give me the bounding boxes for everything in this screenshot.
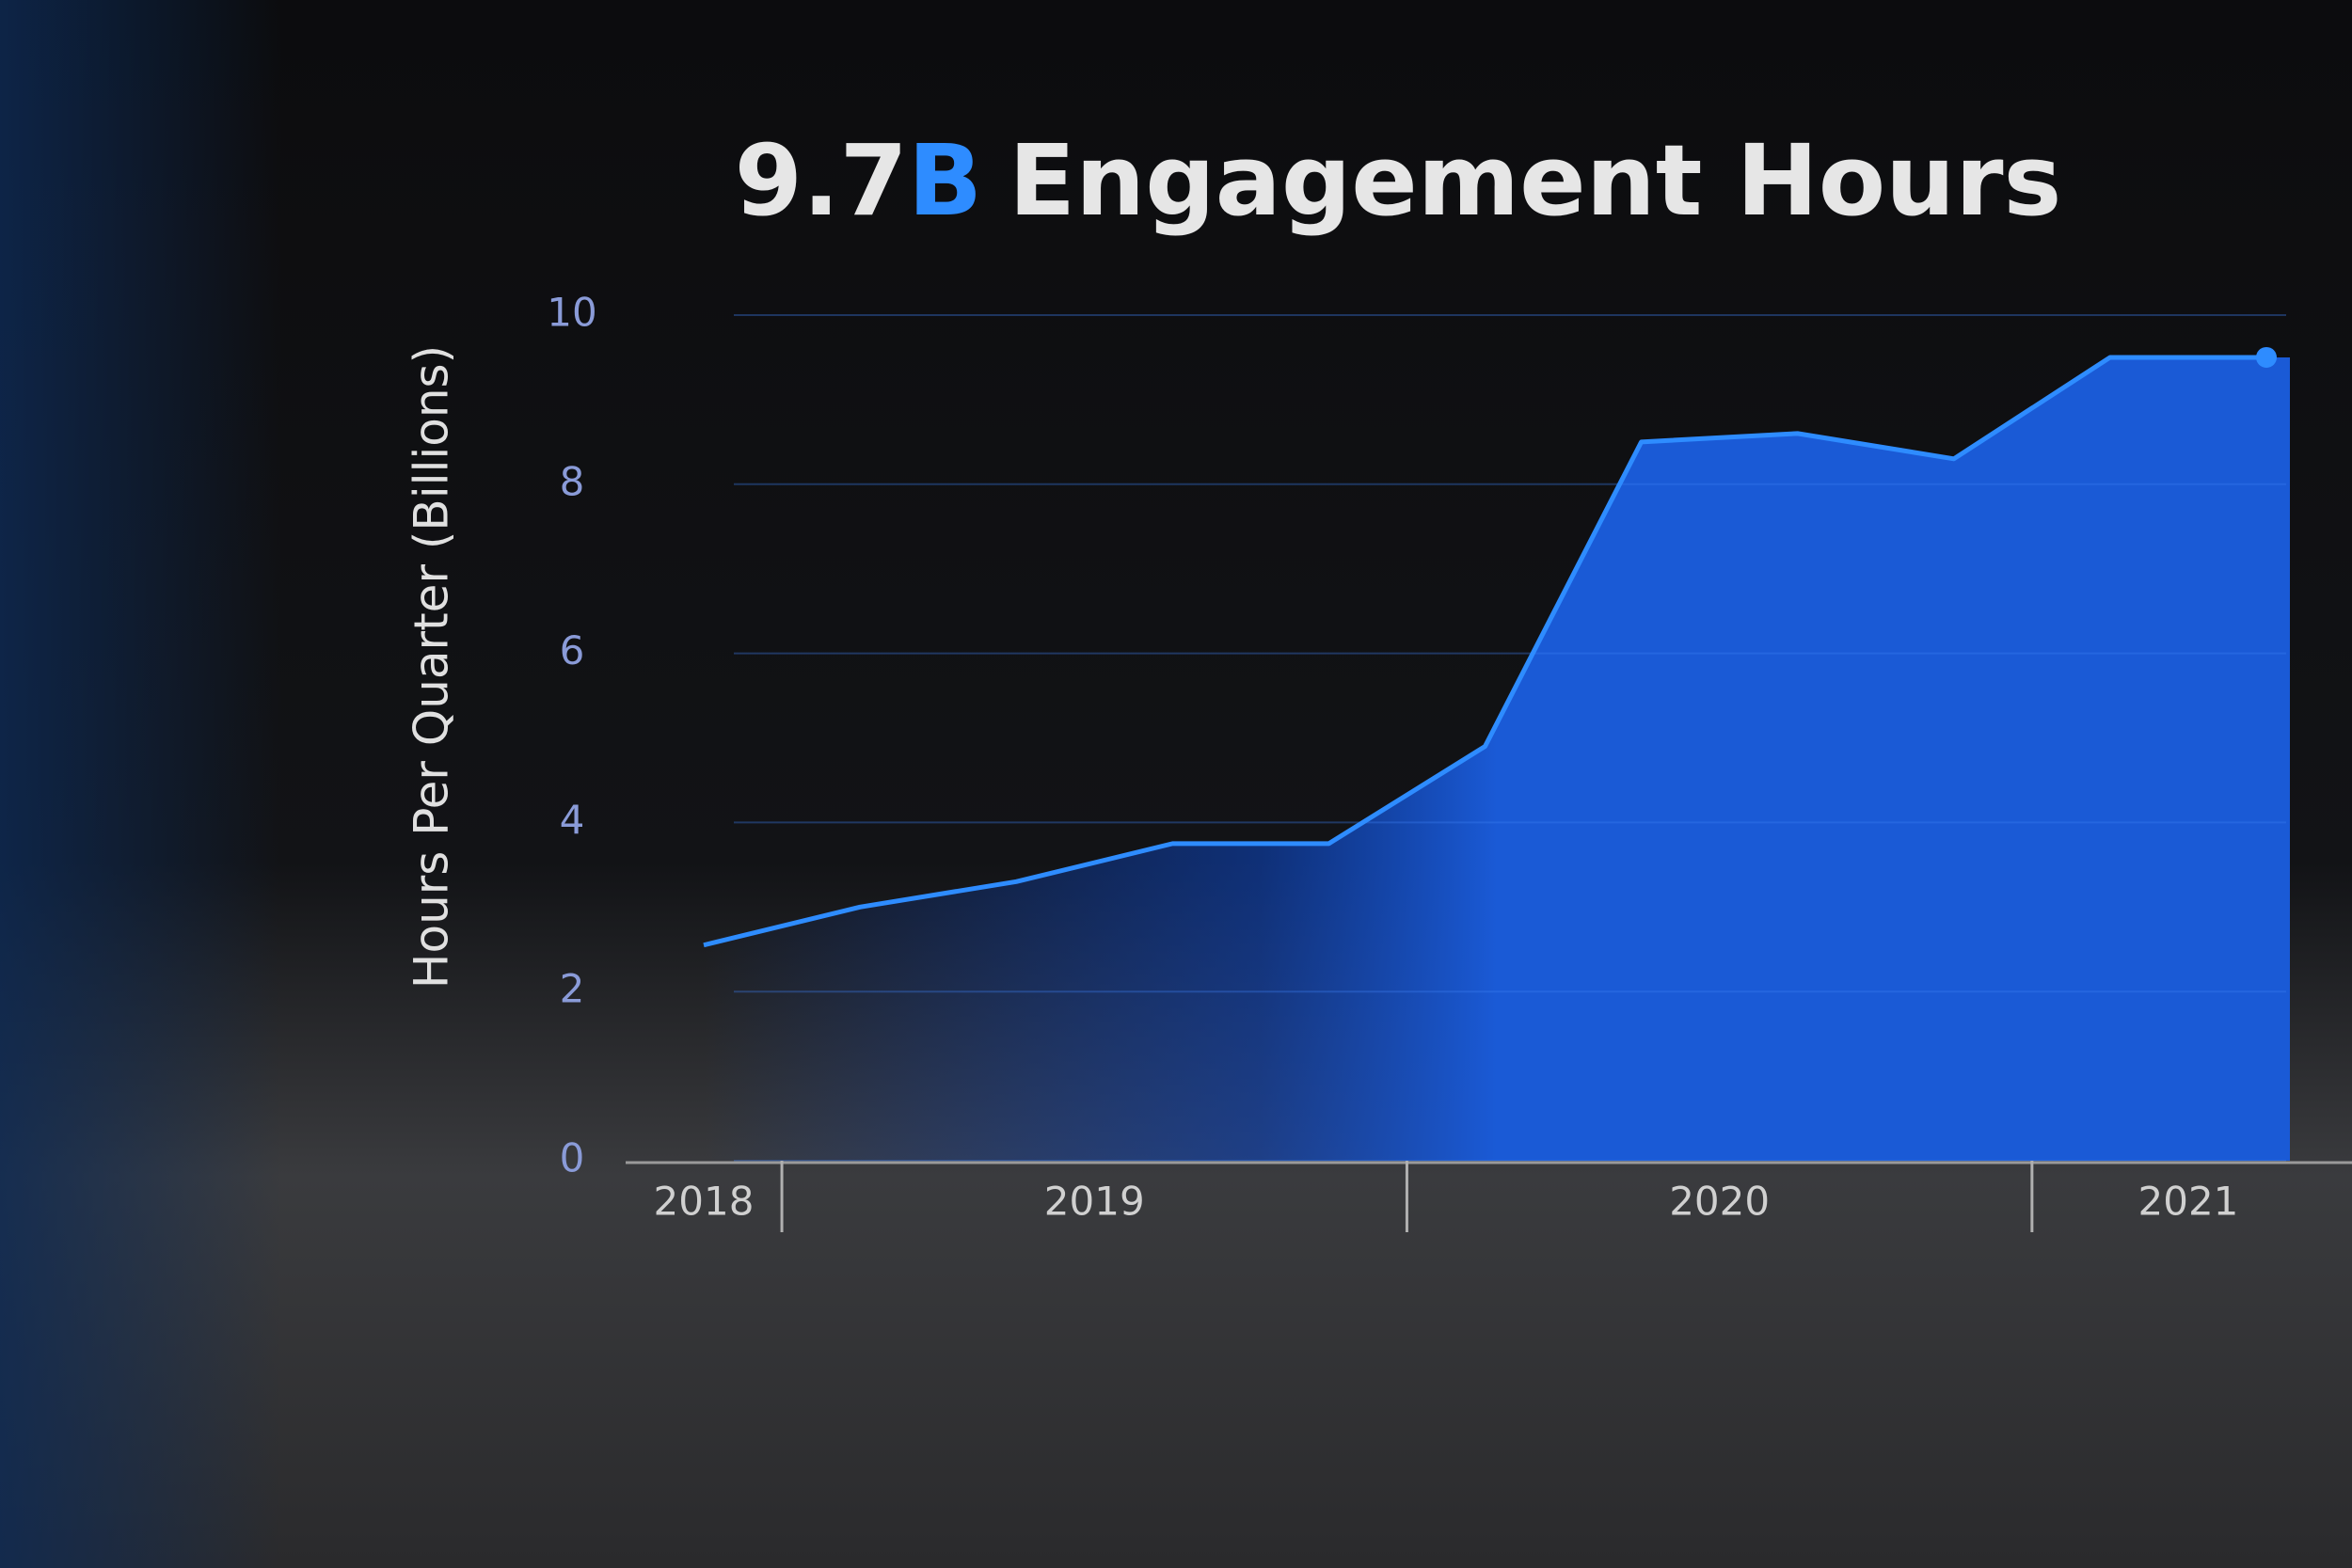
line [703,355,2266,948]
area [704,356,2290,1161]
y-axis-title: Hours Per Quarter (Billions) [405,345,459,989]
y-tick-label: 4 [560,797,585,843]
title-number: 9.7 [735,123,908,238]
y-tick-label: 6 [560,627,585,673]
chart-title: 9.7B Engagement Hours [735,123,2062,238]
y-tick-label: 8 [560,458,585,504]
title-text: Engagement Hours [1009,123,2061,238]
x-group-label: 2019 [1044,1179,1145,1225]
y-tick-label: 0 [560,1135,585,1181]
end-point [2256,346,2277,368]
x-group-label: 2020 [1669,1179,1770,1225]
side-glow [0,0,282,1568]
y-tick-label: 2 [560,966,585,1012]
y-tick-label: 10 [547,290,596,336]
x-group-label: 2018 [654,1179,755,1225]
x-group-label: 2021 [2138,1179,2239,1225]
title-unit: B [908,123,982,238]
